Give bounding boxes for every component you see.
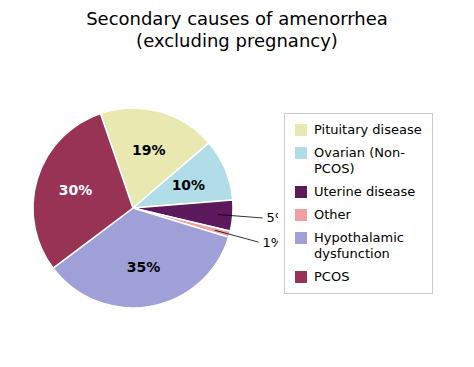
svg-text:1%: 1% bbox=[262, 235, 278, 250]
svg-text:5%: 5% bbox=[267, 210, 278, 225]
svg-text:30%: 30% bbox=[59, 182, 93, 198]
html-text:Uterine disease: Uterine disease bbox=[314, 183, 416, 199]
html-text:Ovarian (Non- PCOS): Ovarian (Non- PCOS) bbox=[314, 144, 405, 176]
html-text:Other: Other bbox=[314, 206, 351, 222]
html-text:Pituitary disease: Pituitary disease bbox=[314, 121, 422, 137]
html-text:Hypothalamic dysfunction: Hypothalamic dysfunction bbox=[314, 229, 404, 261]
html-text:Secondary causes of amenorrhea: Secondary causes of amenorrhea (excludin… bbox=[86, 8, 388, 51]
svg-text:10%: 10% bbox=[172, 177, 206, 193]
svg-text:19%: 19% bbox=[132, 142, 166, 158]
html-text:PCOS: PCOS bbox=[314, 268, 350, 284]
svg-text:35%: 35% bbox=[127, 259, 161, 275]
